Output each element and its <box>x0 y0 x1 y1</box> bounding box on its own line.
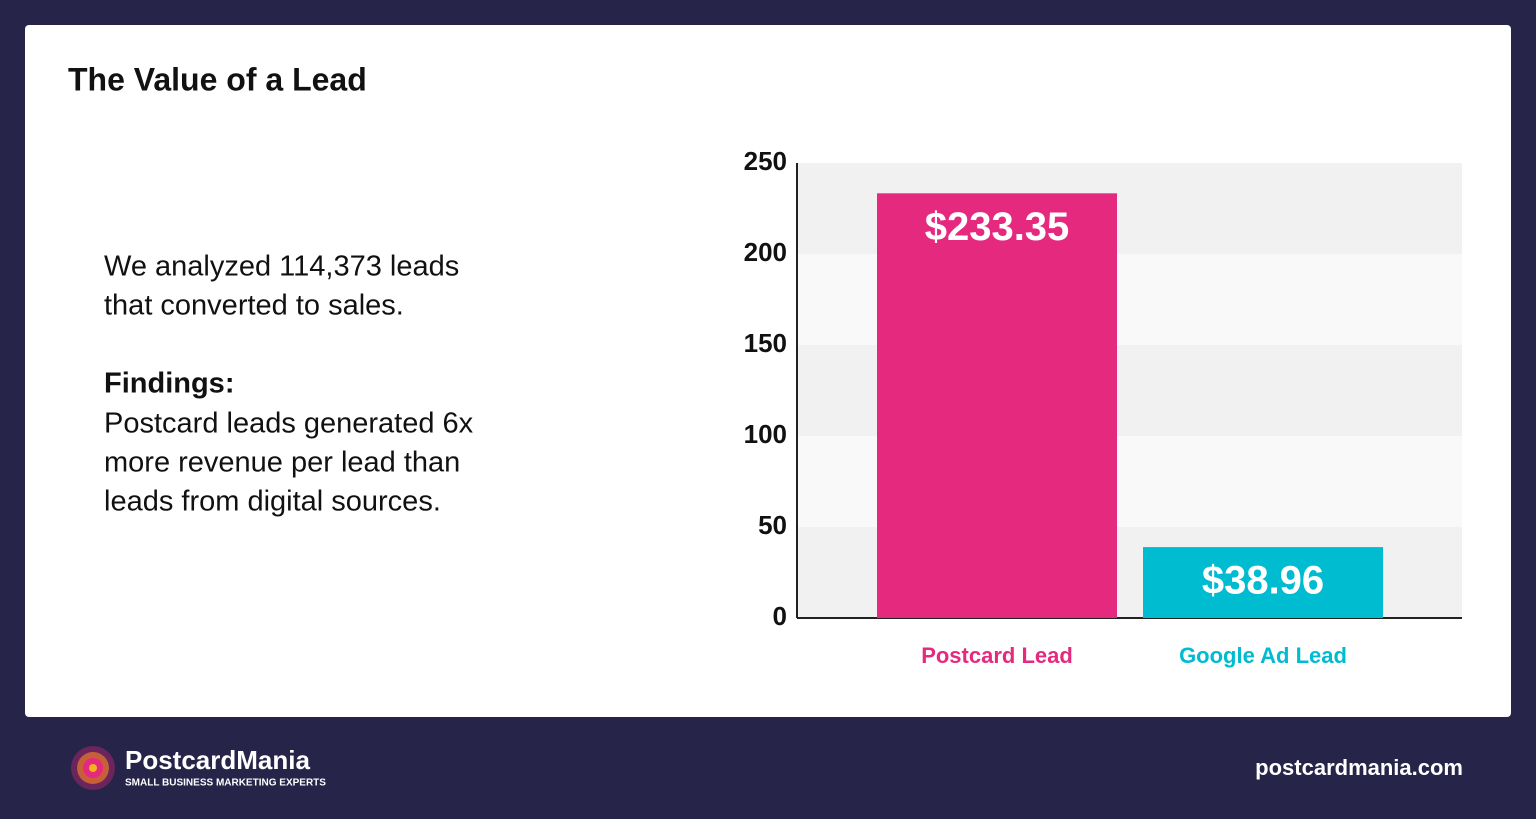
logo-icon <box>71 746 115 790</box>
findings-line: leads from digital sources. <box>104 486 441 518</box>
bar <box>1143 547 1383 618</box>
brand-tagline: SMALL BUSINESS MARKETING EXPERTS <box>125 778 326 789</box>
y-tick-label: 250 <box>744 146 787 176</box>
description: We analyzed 114,373 leads that converted… <box>104 251 474 518</box>
website-url: postcardmania.com <box>1255 755 1463 780</box>
value-label: $38.96 <box>1202 559 1324 603</box>
intro-line: that converted to sales. <box>104 290 404 322</box>
intro-line: We analyzed 114,373 leads <box>104 251 459 283</box>
y-tick-label: 50 <box>758 510 787 540</box>
value-label: $233.35 <box>925 205 1070 249</box>
brand-name: PostcardMania <box>125 745 310 775</box>
findings-line: more revenue per lead than <box>104 447 460 479</box>
bar-chart: 0 50 100 150 200 250 $233.35 Postcard Lead $38.9… <box>744 146 1462 668</box>
findings-line: Postcard leads generated 6x <box>104 408 474 440</box>
findings-heading: Findings: <box>104 368 234 400</box>
y-tick-label: 150 <box>744 328 787 358</box>
y-tick-label: 100 <box>744 419 787 449</box>
y-tick-label: 200 <box>744 237 787 267</box>
title: The Value of a Lead <box>68 61 367 97</box>
bar <box>877 193 1117 619</box>
y-tick-label: 0 <box>773 601 787 631</box>
x-tick-label: Postcard Lead <box>921 643 1073 668</box>
x-tick-label: Google Ad Lead <box>1179 643 1347 668</box>
